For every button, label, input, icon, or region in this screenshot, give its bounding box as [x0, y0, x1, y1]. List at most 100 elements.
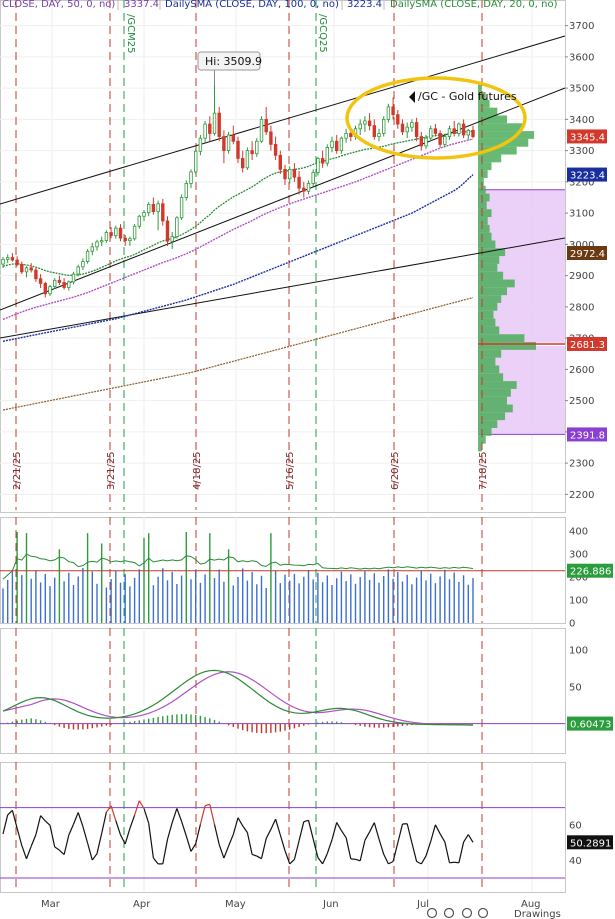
candle-body: [217, 112, 221, 137]
rsi-segment: [171, 808, 178, 823]
rsi-segment: [303, 819, 309, 823]
trend-line: [0, 35, 566, 205]
candle-body: [391, 106, 395, 116]
sma50-line: [2, 138, 474, 321]
rsi-segment: [40, 815, 46, 822]
rsi-segment: [119, 834, 126, 845]
rsi-segment: [237, 817, 244, 827]
candle-body: [461, 123, 466, 136]
candle-body: [410, 122, 414, 128]
candle-body: [95, 241, 99, 248]
volume-profile-bar: [478, 263, 498, 272]
rsi-segment: [58, 849, 65, 856]
rsi-segment: [2, 814, 9, 835]
oscillator-main-line: [2, 669, 474, 726]
rsi-segment: [91, 853, 98, 861]
volume-profile-bar: [478, 232, 492, 241]
rsi-segment: [246, 832, 253, 855]
candle-body: [466, 129, 470, 136]
candle-body: [471, 129, 475, 137]
candle-body: [85, 250, 90, 262]
contract-symbol-label: /GCQ25: [317, 14, 328, 53]
candle-body: [255, 140, 259, 155]
rsi-segment: [228, 834, 234, 847]
volume-profile-bar: [478, 295, 502, 303]
volume-tick-label: 400: [569, 526, 588, 537]
candle-body: [193, 150, 198, 173]
rsi-segment: [152, 857, 159, 865]
volume-profile-bar: [478, 357, 496, 366]
candle-body: [76, 266, 80, 275]
volume-profile-bar: [478, 146, 517, 155]
volume-average-line: [2, 553, 474, 580]
rsi-segment: [256, 855, 262, 860]
rsi-segment: [68, 824, 75, 836]
rsi-segment: [345, 837, 352, 859]
candle-body: [170, 236, 174, 242]
volume-profile-bar: [478, 240, 496, 249]
candle-body: [358, 123, 362, 130]
volume-profile-bar: [478, 248, 506, 257]
volume-histogram: [2, 531, 474, 623]
volume-profile-bar: [478, 443, 482, 452]
candle-body: [259, 118, 264, 142]
candle-body: [212, 112, 217, 134]
expiration-date-label: 5/16/25: [285, 451, 296, 490]
header-legend-text: 3337.4: [124, 0, 159, 10]
rsi-segment: [307, 820, 314, 840]
rsi-segment: [454, 861, 459, 864]
candle-body: [226, 134, 231, 152]
cursor-icon[interactable]: [477, 907, 489, 919]
rsi-value-label: 50.2891: [570, 838, 611, 849]
expiration-date-label: 3/21/25: [106, 451, 117, 490]
sma100-line: [2, 174, 474, 342]
candle-body: [424, 137, 428, 147]
candle-body: [320, 158, 325, 164]
rsi-segment: [411, 842, 418, 862]
rsi-segment: [199, 805, 206, 825]
candle-body: [334, 140, 339, 152]
rsi-segment: [270, 818, 277, 830]
rsi-segment: [430, 824, 436, 842]
price-tick-label: 2800: [569, 302, 594, 313]
contract-symbol-label: /GCM25: [125, 14, 136, 53]
volume-profile-bar: [478, 209, 492, 218]
rsi-segment: [138, 800, 145, 809]
trend-line: [0, 237, 566, 339]
rsi-segment: [326, 839, 333, 854]
time-axis-label: Apr: [133, 899, 151, 910]
volume-profile-bar: [478, 201, 487, 210]
candle-body: [20, 263, 24, 273]
rsi-segment: [124, 828, 131, 845]
candle-body: [273, 143, 278, 156]
price-badge-label: 2681.3: [570, 340, 605, 351]
zoom-out-icon[interactable]: [443, 907, 455, 919]
rsi-segment: [284, 850, 291, 865]
rsi-segment: [322, 853, 328, 865]
pan-icon[interactable]: [461, 907, 473, 919]
drawings-menu[interactable]: Drawings: [514, 909, 561, 919]
price-badge-label: 3345.4: [570, 132, 605, 143]
rsi-segment: [101, 811, 107, 834]
candle-body: [179, 197, 184, 219]
rsi-segment: [293, 840, 300, 860]
zoom-in-icon[interactable]: [426, 907, 438, 919]
candle-body: [142, 212, 146, 217]
candle-body: [245, 150, 250, 169]
rsi-segment: [369, 822, 375, 833]
price-tick-label: 3600: [569, 52, 594, 63]
rsi-line: [2, 800, 474, 865]
rsi-segment: [298, 821, 305, 841]
rsi-segment: [449, 861, 455, 864]
volume-profile-bar: [478, 420, 498, 428]
volume-profile-bar: [478, 224, 490, 233]
volume-profile-bar: [478, 435, 486, 444]
rsi-segment: [11, 810, 18, 829]
time-axis-label: Aug: [521, 899, 541, 910]
panel-frame: [0, 628, 566, 754]
candle-body: [405, 126, 409, 133]
candle-body: [208, 123, 212, 134]
candle-body: [447, 128, 452, 137]
candle-body: [104, 232, 109, 242]
